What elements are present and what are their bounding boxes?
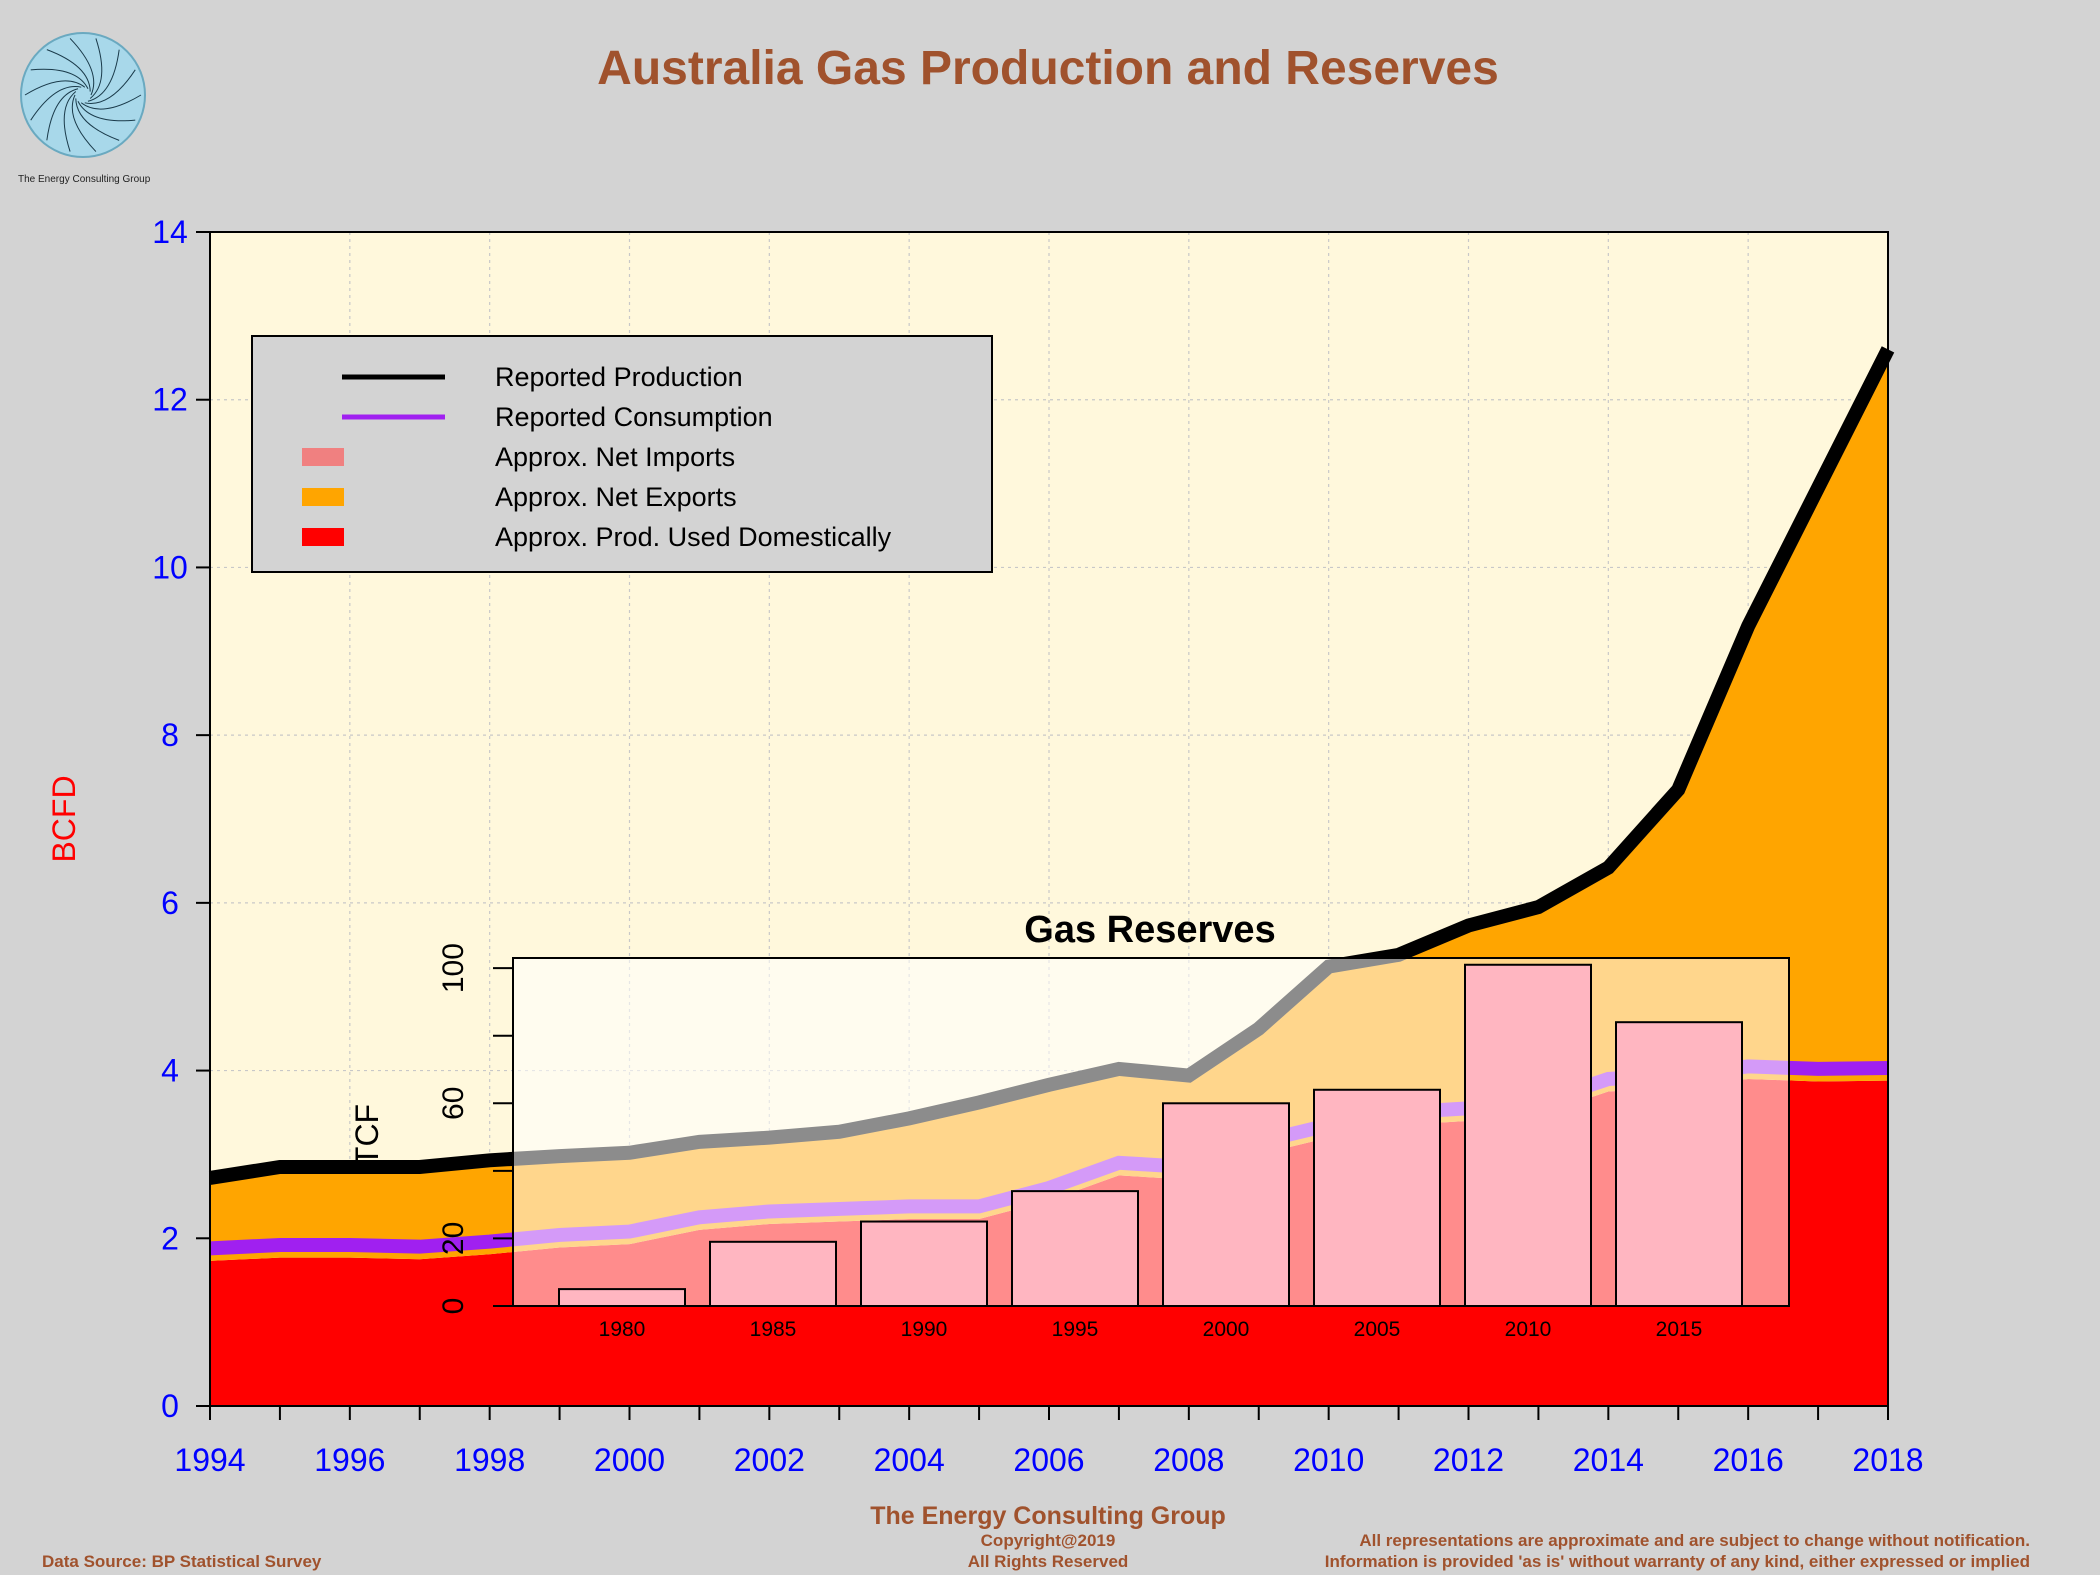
y-axis-label: BCFD bbox=[46, 775, 82, 862]
x-tick-label: 2002 bbox=[734, 1442, 805, 1478]
y-tick-label: 6 bbox=[161, 885, 179, 921]
x-axis: 1994 1996 1998 2000 2002 2004 2006 2008 2010 2012… bbox=[174, 1405, 1924, 1478]
inset-bar bbox=[558, 1288, 686, 1308]
inset-x-tick-label: 2000 bbox=[1203, 1318, 1250, 1341]
logo-circle bbox=[20, 32, 146, 158]
x-tick-label: 2012 bbox=[1433, 1442, 1504, 1478]
y-tick-label: 2 bbox=[161, 1220, 179, 1256]
inset-plot-area bbox=[512, 957, 1790, 1307]
legend-swatch-box bbox=[302, 448, 344, 466]
inset-y-tick-label: 0 bbox=[437, 1298, 470, 1315]
logo-caption: The Energy Consulting Group bbox=[18, 174, 151, 185]
inset-x-tick-label: 1985 bbox=[750, 1318, 797, 1341]
inset-x-axis: 1980 1985 1990 1995 2000 2005 2010 2015 bbox=[599, 1318, 1703, 1341]
inset-x-tick-label: 1995 bbox=[1052, 1318, 1099, 1341]
legend-label: Reported Consumption bbox=[495, 402, 773, 432]
inset-bar bbox=[709, 1240, 837, 1307]
inset-x-tick-label: 2015 bbox=[1656, 1318, 1703, 1341]
legend-swatch-box bbox=[302, 488, 344, 506]
footer-disclaimer-2: Information is provided 'as is' without … bbox=[1325, 1552, 2030, 1571]
x-tick-label: 2000 bbox=[594, 1442, 665, 1478]
y-tick-label: 10 bbox=[152, 549, 188, 585]
inset-y-axis-label: TCF bbox=[349, 1104, 385, 1166]
logo-swirl-icon bbox=[24, 38, 142, 152]
footer-center-title: The Energy Consulting Group bbox=[870, 1502, 1226, 1530]
x-tick-label: 2014 bbox=[1573, 1442, 1644, 1478]
chart-title: Australia Gas Production and Reserves bbox=[597, 42, 1499, 95]
footer-copyright: Copyright@2019 bbox=[981, 1531, 1116, 1550]
x-tick-label: 2016 bbox=[1713, 1442, 1784, 1478]
inset-x-tick-label: 2005 bbox=[1354, 1318, 1401, 1341]
y-tick-label: 14 bbox=[152, 214, 188, 250]
inset-title: Gas Reserves bbox=[1024, 909, 1275, 951]
inset-bar bbox=[1011, 1190, 1139, 1308]
inset-x-tick-label: 2010 bbox=[1505, 1318, 1552, 1341]
x-tick-label: 2008 bbox=[1153, 1442, 1224, 1478]
x-tick-label: 2006 bbox=[1013, 1442, 1084, 1478]
footer-rights: All Rights Reserved bbox=[968, 1552, 1129, 1571]
inset-y-tick-label: 100 bbox=[437, 943, 470, 993]
inset-bar bbox=[1313, 1088, 1441, 1307]
y-tick-label: 12 bbox=[152, 382, 188, 418]
legend-swatch-box bbox=[302, 528, 344, 546]
x-tick-label: 2010 bbox=[1293, 1442, 1364, 1478]
x-tick-label: 1994 bbox=[174, 1442, 245, 1478]
logo: The Energy Consulting Group bbox=[18, 32, 151, 185]
inset-bar bbox=[1162, 1102, 1290, 1307]
inset-y-tick-label: 60 bbox=[437, 1087, 470, 1120]
y-tick-label: 8 bbox=[161, 717, 179, 753]
inset-y-tick-label: 20 bbox=[437, 1222, 470, 1255]
footer: The Energy Consulting Group Copyright@20… bbox=[42, 1502, 2030, 1571]
inset-x-tick-label: 1990 bbox=[901, 1318, 948, 1341]
inset-bar bbox=[860, 1220, 988, 1307]
inset-x-tick-label: 1980 bbox=[599, 1318, 646, 1341]
x-tick-label: 1996 bbox=[314, 1442, 385, 1478]
inset-bar bbox=[1615, 1021, 1743, 1307]
footer-disclaimer-1: All representations are approximate and … bbox=[1359, 1531, 2030, 1550]
inset-bar bbox=[1464, 963, 1592, 1307]
y-tick-label: 0 bbox=[161, 1388, 179, 1424]
legend-label: Reported Production bbox=[495, 362, 743, 392]
x-tick-label: 2004 bbox=[874, 1442, 945, 1478]
legend: Reported Production Reported Consumption A… bbox=[251, 335, 993, 573]
x-tick-label: 2018 bbox=[1852, 1442, 1923, 1478]
footer-data-source: Data Source: BP Statistical Survey bbox=[42, 1552, 322, 1571]
inset-y-axis: 0 20 60 100 bbox=[437, 943, 513, 1314]
legend-label: Approx. Prod. Used Domestically bbox=[495, 522, 892, 552]
legend-label: Approx. Net Exports bbox=[495, 482, 737, 512]
inset-bars bbox=[558, 963, 1743, 1308]
x-tick-label: 1998 bbox=[454, 1442, 525, 1478]
y-axis: 0 2 4 6 8 10 12 14 bbox=[152, 214, 211, 1424]
y-tick-label: 4 bbox=[161, 1053, 179, 1089]
legend-label: Approx. Net Imports bbox=[495, 442, 735, 472]
